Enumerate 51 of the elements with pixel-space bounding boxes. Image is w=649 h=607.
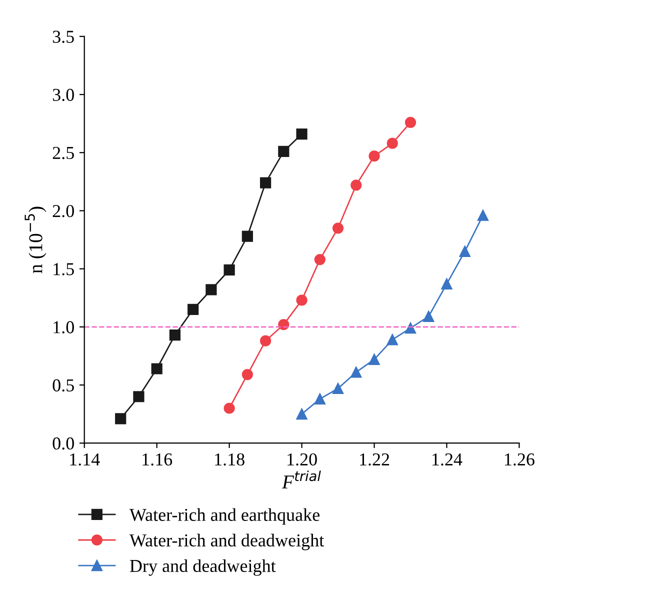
y-axis-title: n (10$^{−5}$) [24,206,46,274]
y-tick-label: 2.5 [52,146,74,160]
y-tick-label: 2.0 [52,204,74,218]
point [423,310,434,322]
point [296,294,308,306]
x-tick-label: 1.14 [70,453,100,466]
legend-label: Dry and deadweight [130,559,276,576]
x-tick-label: 1.16 [142,453,172,466]
point [477,210,489,221]
point [296,128,308,140]
point [278,146,290,158]
point [314,393,326,405]
point [368,150,380,162]
x-axis-title: F$^{trial}$ [282,470,321,488]
point [350,366,362,378]
x-tick-label: 1.24 [432,453,462,466]
y-tick-label: 0.5 [52,379,74,392]
x-tick-label: 1.26 [504,453,534,466]
y-tick-label: 0.0 [52,437,74,450]
point [242,230,253,242]
point [441,278,452,290]
point [260,335,272,346]
y-tick-label: 1.0 [54,321,74,334]
point [206,284,217,296]
point [386,138,398,149]
point [386,334,398,346]
y-tick-label: 3.0 [52,88,74,102]
y-tick-label: 1.5 [54,263,74,276]
x-tick-label: 1.20 [288,453,317,466]
point [224,402,235,414]
y-tick-label: 3.5 [52,30,74,43]
point [332,382,344,394]
point [115,413,126,424]
point [404,116,416,128]
legend-label: Water-rich and earthquake [129,508,320,525]
point [314,254,326,266]
legend-label: Water-rich and deadweight [129,534,324,550]
x-tick-label: 1.18 [215,453,244,466]
point [133,391,144,402]
point [169,329,181,341]
point [188,304,199,316]
point [459,246,470,257]
point [151,363,162,374]
point [260,177,272,188]
point [350,180,362,191]
point [224,264,235,276]
x-tick-label: 1.22 [360,453,390,466]
point [332,222,344,234]
point [296,408,308,420]
point [242,369,253,380]
point [368,354,380,366]
